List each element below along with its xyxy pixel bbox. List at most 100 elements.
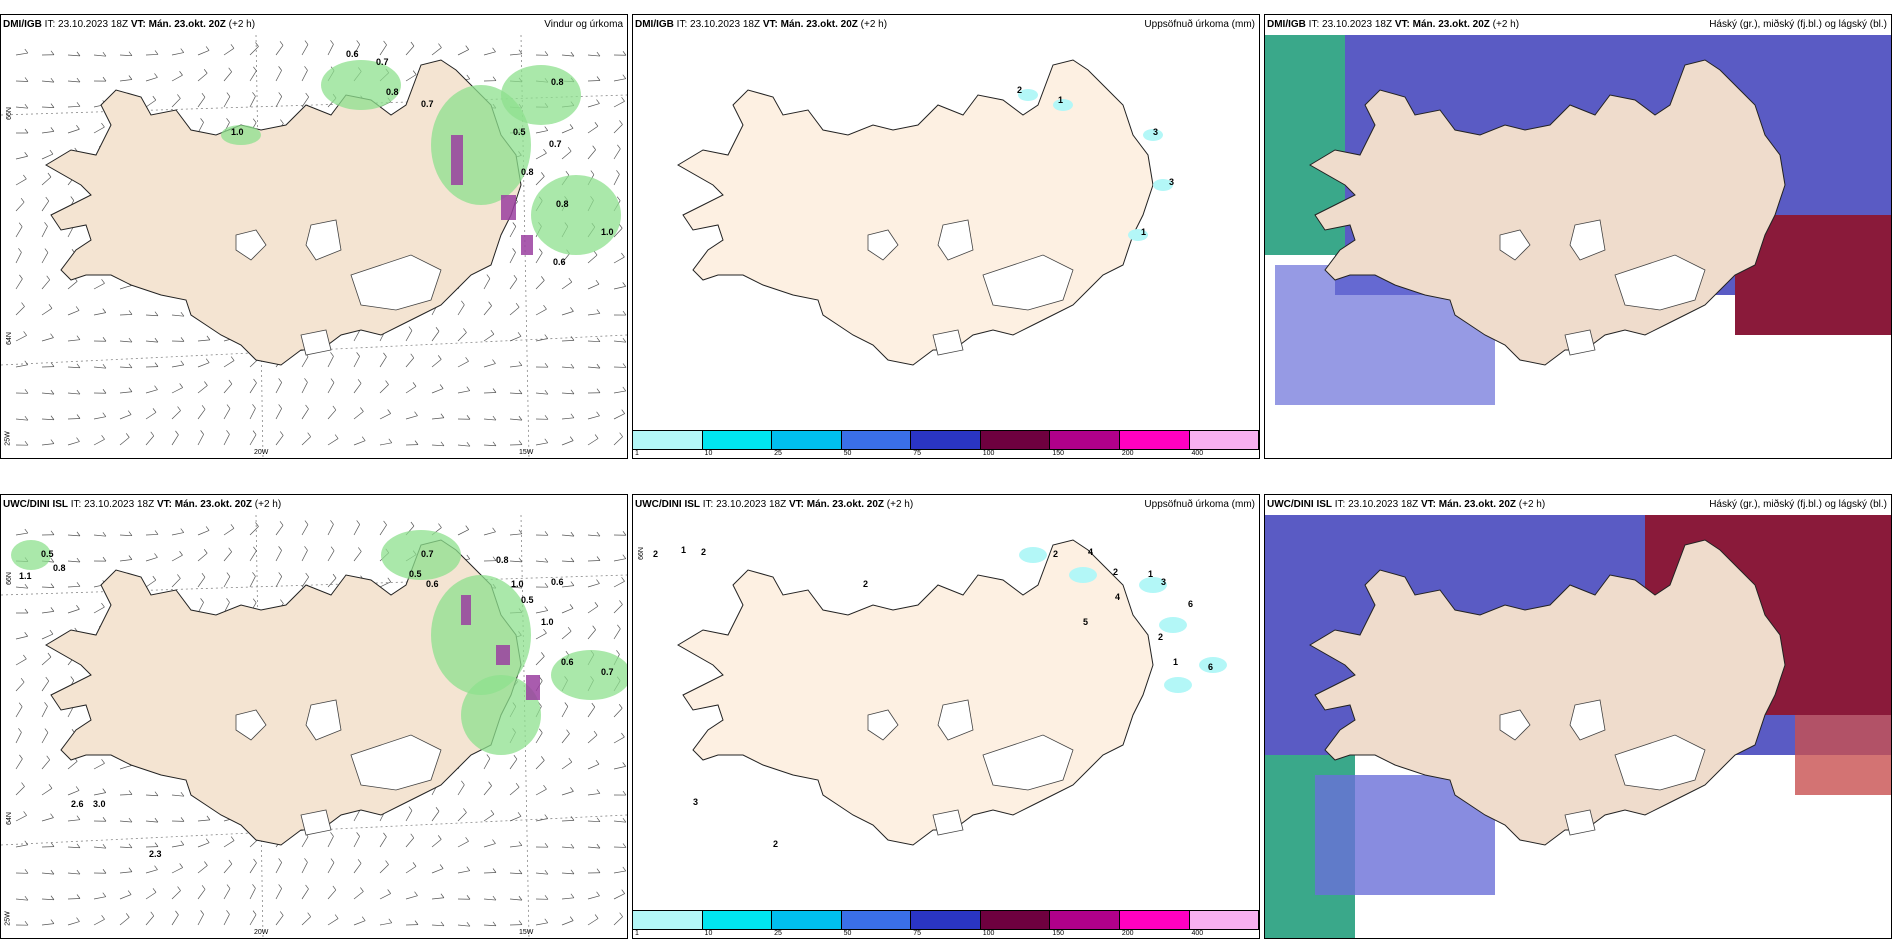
wind-barb [171, 554, 183, 562]
wind-barb [535, 610, 548, 614]
wind-barb [119, 765, 132, 770]
wind-barb-flag [76, 605, 80, 610]
wind-barb-flag [128, 310, 133, 315]
wind-barb-flag [180, 528, 185, 533]
wind-barb-flag [76, 843, 81, 848]
wind-barb [119, 79, 132, 82]
wind-barb-flag [410, 833, 415, 839]
wind-barb [431, 331, 440, 342]
wind-barb-flag [230, 356, 235, 361]
wind-barb [223, 360, 235, 368]
wind-barb-flag [177, 886, 181, 891]
wind-barb-flag [304, 546, 308, 551]
wind-barb-flag [154, 842, 159, 847]
wind-barb [457, 529, 469, 536]
wind-barb-flag [570, 307, 574, 312]
wind-barb [41, 308, 53, 316]
wind-barb [379, 442, 392, 446]
wind-barb-flag [383, 352, 387, 358]
wind-barb [223, 71, 232, 82]
wind-barb [587, 706, 596, 718]
wind-barb-flag [206, 335, 211, 341]
wind-barb-flag [50, 895, 55, 900]
wind-barb-flag [177, 574, 181, 579]
wind-barb-flag [154, 530, 159, 535]
wind-barb-flag [230, 44, 235, 49]
wind-barb-flag [278, 404, 282, 409]
wind-barb [67, 441, 80, 446]
legend-tick-label: 50 [843, 450, 852, 457]
wind-barb-flag [492, 415, 497, 421]
wind-barb [171, 532, 184, 536]
wind-barb-flag [596, 556, 601, 561]
wind-barb-flag [128, 75, 133, 80]
wind-barb-flag [128, 531, 133, 536]
precip-value-label: 0.7 [601, 667, 614, 677]
wind-barb [613, 820, 626, 823]
legend-swatch [702, 431, 773, 449]
lead-time: (+2 h) [228, 19, 256, 30]
wind-barb-flag [226, 598, 230, 603]
wind-barb [431, 47, 442, 56]
wind-barb [93, 366, 106, 369]
wind-barb-flag [18, 728, 22, 733]
wind-barb [613, 604, 623, 614]
glacier [1569, 219, 1606, 261]
wind-barb [535, 922, 548, 926]
wind-barb-flag [21, 782, 25, 787]
wind-barb-flag [252, 598, 257, 603]
precip-area [1069, 567, 1097, 583]
precip-value-label: 2.6 [71, 799, 84, 809]
wind-barb [327, 550, 335, 562]
wind-barb [301, 408, 309, 420]
wind-barb [223, 47, 235, 56]
lon-label-15: 15W [519, 449, 534, 456]
wind-barb-flag [76, 102, 81, 107]
wind-barb-flag [622, 386, 627, 392]
wind-barb [509, 816, 522, 822]
wind-barb [431, 897, 444, 900]
wind-barb-flag [440, 413, 445, 418]
wind-barb [457, 332, 467, 342]
wind-barb [67, 105, 81, 108]
wind-barb-flag [304, 40, 309, 45]
wind-barb [15, 306, 25, 316]
wind-barb [353, 356, 360, 368]
wind-barb [223, 914, 230, 926]
wind-barb [15, 178, 27, 186]
wind-barb [327, 918, 339, 926]
wind-barb-flag [621, 889, 626, 894]
wind-barb-flag [361, 916, 366, 921]
valid-time-label: VT: [1420, 499, 1436, 510]
wind-barb [613, 101, 625, 108]
wind-barb-flag [356, 832, 360, 837]
iceland-land [677, 539, 1154, 846]
wind-barb [509, 252, 516, 264]
wind-barb [15, 106, 28, 109]
wind-barb [15, 706, 23, 718]
wind-barb [379, 893, 391, 900]
wind-barb-flag [570, 413, 575, 419]
wind-barb-flag [566, 729, 570, 734]
wind-barb-flag [492, 527, 496, 533]
wind-barb-flag [49, 629, 54, 635]
wind-barb [275, 45, 284, 56]
wind-barb-flag [230, 524, 235, 529]
wind-barb-flag [435, 807, 440, 812]
wind-barb [561, 846, 574, 849]
wind-barb-flag [488, 301, 492, 306]
wind-barb-flag [175, 910, 179, 916]
wind-barb-flag [544, 895, 549, 900]
wind-barb [197, 889, 206, 900]
wind-precip-map: 0.5 0.8 1.1 0.7 0.5 0.6 0.8 1.0 0.5 0.6 1.0 0.6 0.7 2… [1, 515, 627, 938]
wind-barb-flag [596, 76, 601, 81]
wind-barb [145, 77, 158, 82]
wind-barb-flag [45, 676, 50, 682]
wind-barb [405, 837, 415, 848]
wind-barb [561, 440, 574, 446]
wind-barb-flag [101, 759, 105, 764]
wind-barb-flag [518, 869, 523, 874]
wind-barb-flag [622, 363, 627, 368]
wind-barb [41, 80, 54, 83]
wind-barb-flag [76, 582, 81, 587]
